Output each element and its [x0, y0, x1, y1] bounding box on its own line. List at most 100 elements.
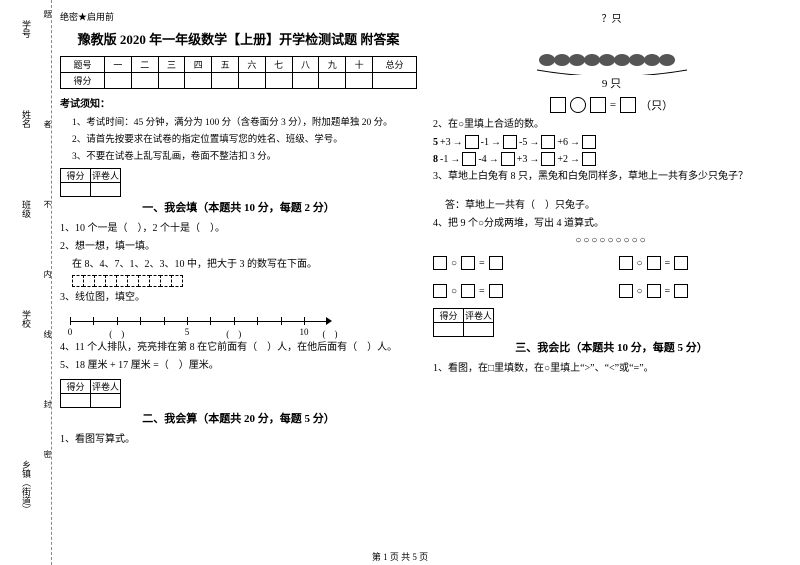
mini-score-cell[interactable]	[434, 323, 464, 337]
blank-box[interactable]	[590, 97, 606, 113]
score-cell[interactable]	[158, 73, 185, 89]
fold-hint: 内	[42, 270, 53, 278]
mini-score-h: 得分	[61, 380, 91, 394]
blank-box[interactable]	[462, 152, 476, 166]
blank-box[interactable]	[465, 135, 479, 149]
fold-hint: 密	[42, 450, 53, 458]
notice-item: 3、不要在试卷上乱写乱画，卷面不整洁扣 3 分。	[72, 148, 417, 162]
binding-label-town: 乡镇（街道）	[20, 460, 33, 514]
notice-list: 1、考试时间：45 分钟，满分为 100 分（含卷面分 3 分），附加题单独 2…	[60, 114, 417, 162]
chain-op: +3	[517, 154, 528, 165]
fold-hint: 题	[42, 10, 53, 18]
q1-1: 1、10 个一是（ ），2 个十是（ ）。	[60, 221, 417, 236]
blank-circle[interactable]	[570, 97, 586, 113]
score-cell[interactable]	[265, 73, 292, 89]
section2-title: 二、我会算（本题共 20 分，每题 5 分）	[60, 410, 417, 426]
score-h: 一	[105, 57, 132, 73]
mini-score-cell[interactable]	[61, 183, 91, 197]
blank-box[interactable]	[501, 152, 515, 166]
blank-box[interactable]	[541, 152, 555, 166]
chain-1: 5 +3 -1 -5 +6	[433, 135, 790, 149]
fold-hint: 线	[42, 330, 53, 338]
score-row-label: 得分	[61, 73, 105, 89]
q1-2a: 2、想一想，填一填。	[60, 239, 417, 254]
binding-label-id: 学号	[20, 20, 33, 38]
score-value-row: 得分	[61, 73, 417, 89]
chain-op: +6	[557, 137, 568, 148]
score-h: 题号	[61, 57, 105, 73]
q2-4: 4、把 9 个○分成两堆，写出 4 道算式。	[433, 216, 790, 231]
q2-1: 1、看图写算式。	[60, 432, 417, 447]
score-cell[interactable]	[238, 73, 265, 89]
mini-score-table: 得分评卷人	[60, 168, 121, 197]
fold-hint: 封	[42, 400, 53, 408]
blank-box[interactable]	[550, 97, 566, 113]
blank-box[interactable]	[582, 152, 596, 166]
binding-label-class: 班级	[20, 200, 33, 218]
score-cell[interactable]	[372, 73, 416, 89]
mini-score-h: 得分	[434, 309, 464, 323]
mini-score-cell[interactable]	[61, 394, 91, 408]
blank-box[interactable]	[541, 135, 555, 149]
page-footer: 第 1 页 共 5 页	[0, 550, 800, 563]
score-cell[interactable]	[319, 73, 346, 89]
binding-label-name: 姓名	[20, 110, 33, 128]
mini-score-h: 评卷人	[91, 169, 121, 183]
score-table: 题号 一 二 三 四 五 六 七 八 九 十 总分 得分	[60, 56, 417, 89]
rabbit-figure: ？只 9 只	[433, 10, 790, 91]
mini-score-cell[interactable]	[91, 394, 121, 408]
numline-blank[interactable]: ( )	[226, 327, 241, 340]
score-h: 七	[265, 57, 292, 73]
numline-blank[interactable]: ( )	[323, 327, 338, 340]
binding-label-school: 学校	[20, 310, 33, 328]
score-h: 六	[238, 57, 265, 73]
blank-box[interactable]	[582, 135, 596, 149]
mini-score-cell[interactable]	[464, 323, 494, 337]
numline-blank[interactable]: ( )	[109, 327, 124, 340]
fold-hint: 不	[42, 200, 53, 208]
rabbit-equation[interactable]: = （只）	[433, 97, 790, 113]
eq-row[interactable]: ○=	[433, 256, 605, 270]
score-cell[interactable]	[105, 73, 132, 89]
exam-title: 豫教版 2020 年一年级数学【上册】开学检测试题 附答案	[60, 29, 417, 48]
score-cell[interactable]	[131, 73, 158, 89]
answer-boxes[interactable]	[72, 275, 417, 287]
score-cell[interactable]	[212, 73, 239, 89]
notice-item: 1、考试时间：45 分钟，满分为 100 分（含卷面分 3 分），附加题单独 2…	[72, 114, 417, 128]
rabbit-count: 9 只	[433, 75, 790, 91]
chain-op: -4	[478, 154, 486, 165]
numline-lbl: 5	[185, 327, 190, 337]
score-cell[interactable]	[346, 73, 373, 89]
right-column: ？只 9 只 = （只） 2、在○里填上合适的数。	[433, 10, 790, 550]
unit-label: （只）	[640, 97, 673, 113]
chain-op: -1	[481, 137, 489, 148]
blank-box[interactable]	[620, 97, 636, 113]
q1-3: 3、线位图，填空。	[60, 290, 417, 305]
score-header-row: 题号 一 二 三 四 五 六 七 八 九 十 总分	[61, 57, 417, 73]
q3-1: 1、看图，在□里填数，在○里填上“>”、“<”或“=”。	[433, 361, 790, 376]
q1-2b: 在 8、4、7、1、2、3、10 中，把大于 3 的数写在下面。	[72, 257, 417, 272]
binding-edge: 学号 姓名 班级 学校 乡镇（街道） 题 者 不 内 线 封 密	[0, 0, 52, 565]
page-content: 绝密★启用前 豫教版 2020 年一年级数学【上册】开学检测试题 附答案 题号 …	[60, 10, 790, 550]
nine-circles: ○○○○○○○○○	[433, 235, 790, 246]
chain-2: 8 -1 -4 +3 +2	[433, 152, 790, 166]
score-cell[interactable]	[185, 73, 212, 89]
q2-3-ans[interactable]: 答：草地上一共有（ ）只兔子。	[445, 198, 790, 213]
mini-score-cell[interactable]	[91, 183, 121, 197]
eq-row[interactable]: ○=	[619, 256, 791, 270]
score-h: 八	[292, 57, 319, 73]
left-column: 绝密★启用前 豫教版 2020 年一年级数学【上册】开学检测试题 附答案 题号 …	[60, 10, 417, 550]
equals-sign: =	[610, 99, 616, 111]
eq-row[interactable]: ○=	[619, 284, 791, 298]
chain-start: 8	[433, 154, 438, 165]
mini-score-h: 得分	[61, 169, 91, 183]
eq-row[interactable]: ○=	[433, 284, 605, 298]
chain-op: +2	[557, 154, 568, 165]
blank-box[interactable]	[503, 135, 517, 149]
score-cell[interactable]	[292, 73, 319, 89]
mini-score-table: 得分评卷人	[433, 308, 494, 337]
mini-score-h: 评卷人	[91, 380, 121, 394]
score-h: 九	[319, 57, 346, 73]
chain-op: +3	[440, 137, 451, 148]
score-h: 三	[158, 57, 185, 73]
